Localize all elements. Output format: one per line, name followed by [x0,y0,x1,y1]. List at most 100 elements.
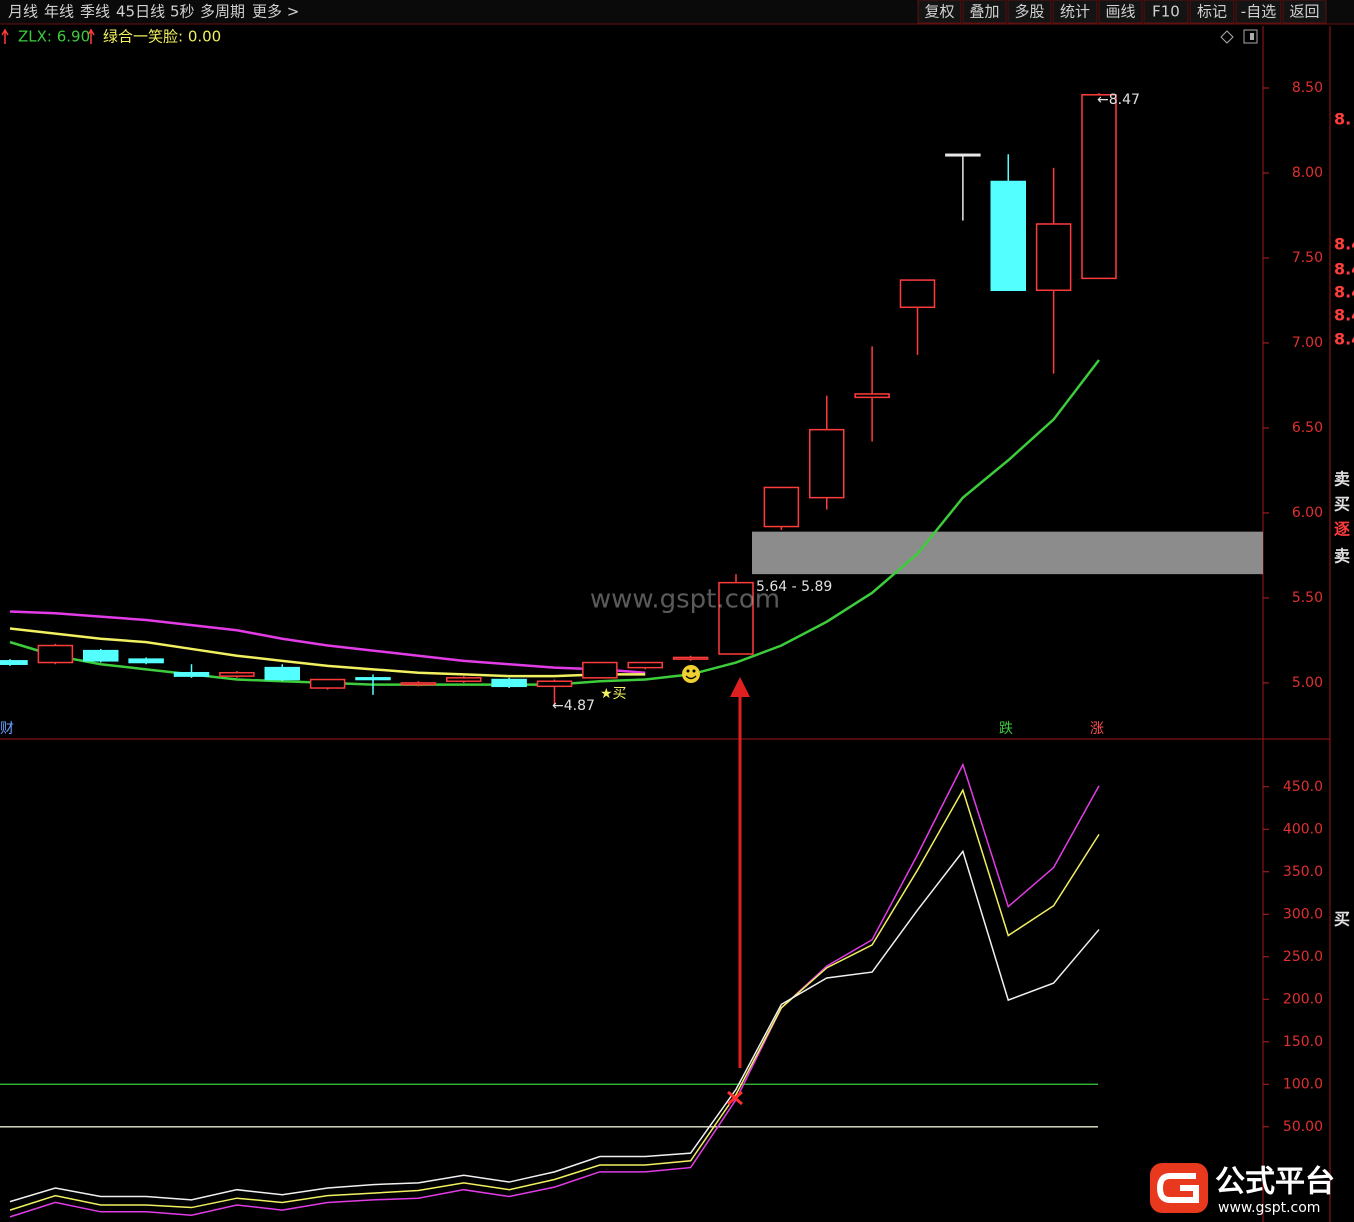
toolbar-item[interactable]: 返回 [1289,3,1319,21]
candle-body [355,677,391,681]
toolbar-button[interactable] [1098,0,1143,24]
annotation: 跌 [999,721,1013,737]
toolbar-item[interactable]: 月线 [8,3,38,21]
toolbar-button[interactable] [1189,0,1235,24]
zone-label: 5.64 - 5.89 [756,579,832,595]
y-tick-label: 7.00 [1292,335,1323,351]
y-tick-label: 350.0 [1283,864,1323,880]
y-tick-label: 100.0 [1283,1076,1323,1092]
side-labels: 8.8.48.48.48.48.4卖买逐卖买 [1334,110,1354,929]
toolbar-item[interactable]: 更多 > [252,3,299,21]
toolbar-item[interactable]: 复权 [924,3,954,21]
side-label: 8.4 [1334,306,1354,325]
toolbar-item[interactable]: F10 [1152,3,1180,21]
smiley-mouth [685,675,697,680]
candle-body [173,671,210,677]
candle-body [83,649,119,662]
side-label: 8.4 [1334,283,1354,302]
toolbar-item[interactable]: 统计 [1060,3,1090,21]
smiley-eye [686,669,690,673]
y-tick-label: 50.00 [1283,1119,1323,1135]
candle-body [990,180,1026,292]
logo-mark [1156,1173,1199,1203]
side-label: 8.4 [1334,330,1354,349]
smiley-eye [692,669,696,673]
toolbar-item[interactable]: 标记 [1197,3,1227,21]
diamond-icon[interactable] [1220,30,1234,44]
window-icon-inner [1250,33,1254,40]
moving-average [9,627,646,678]
toolbar-button[interactable] [1282,0,1327,24]
indicator-line [9,849,1100,1203]
toolbar-item[interactable]: 多股 [1014,3,1044,21]
side-label: 卖 [1334,547,1350,566]
candle-body [899,279,936,309]
side-label: 8. [1334,110,1351,129]
y-tick-label: 200.0 [1283,991,1323,1007]
toolbar-item[interactable]: 年线 [44,3,74,21]
y-tick-label: 450.0 [1283,779,1323,795]
y-tick-label: 400.0 [1283,821,1323,837]
candle-body [672,656,709,660]
candle-body [718,581,754,655]
y-tick-label: 8.50 [1292,80,1323,96]
legend-arrow [1,28,9,44]
toolbar-item[interactable]: -自选 [1241,3,1276,21]
cross-mark [727,1090,743,1106]
candle-body [219,671,255,677]
toolbar-item[interactable]: 画线 [1105,3,1135,21]
toolbar-button[interactable] [1007,0,1052,24]
y-tick-label: 7.50 [1292,250,1323,266]
candle-body [37,644,74,664]
toolbar-button[interactable] [917,0,962,24]
side-label: 买 [1334,495,1350,514]
signal-arrow-head [730,677,750,697]
candle-body [945,153,981,157]
toolbar-item[interactable]: 叠加 [969,3,999,21]
y-tick-label: 6.00 [1292,505,1323,521]
y-tick-label: 6.50 [1292,420,1323,436]
candle-body [128,658,164,664]
candle-body [536,680,573,688]
y-tick-label: 8.00 [1292,165,1323,181]
side-label: 逐 [1334,520,1350,539]
candle-body [582,661,618,679]
toolbar-button[interactable] [1052,0,1098,24]
toolbar-item[interactable]: 季线 [80,3,110,21]
legend-zlx: ZLX: 6.90 [18,28,90,46]
candle-body [0,660,28,665]
candle-body [309,678,346,689]
plots: 5.00 5.50 6.00 6.50 7.00 7.50 8.00 8.50 5.64 - 5… [0,80,1323,1218]
price-zone [752,531,1263,575]
annotation: 财 [0,721,14,737]
side-label: 8.4 [1334,260,1354,279]
toolbar-button[interactable] [962,0,1007,24]
toolbar-item[interactable]: 45日线 [116,3,165,21]
logo-url: www.gspt.com [1218,1200,1320,1216]
side-label: 8.4 [1334,235,1354,254]
annotation: ←8.47 [1097,92,1140,108]
candle-body [491,678,527,688]
side-label: 买 [1334,910,1350,929]
toolbar-button[interactable] [1235,0,1282,24]
annotation: 涨 [1090,721,1104,737]
candle-body [763,486,800,528]
y-tick-label: 5.50 [1292,590,1323,606]
candle-body [627,661,663,669]
indicator-line [9,788,1100,1211]
candle-body [809,428,845,499]
annotation: ←4.87 [552,698,595,714]
toolbar-button[interactable] [1143,0,1189,24]
toolbar-item[interactable]: 多周期 [200,3,245,21]
annotation: ★买 [600,686,627,702]
candle-body [264,666,300,681]
window-icon[interactable] [1243,29,1258,44]
watermark: www.gspt.com [590,585,780,615]
legend-indicator: 绿合一笑脸: 0.00 [103,28,221,46]
candle-body [1081,94,1117,280]
y-tick-label: 5.00 [1292,675,1323,691]
toolbar-item[interactable]: 5秒 [170,3,195,21]
